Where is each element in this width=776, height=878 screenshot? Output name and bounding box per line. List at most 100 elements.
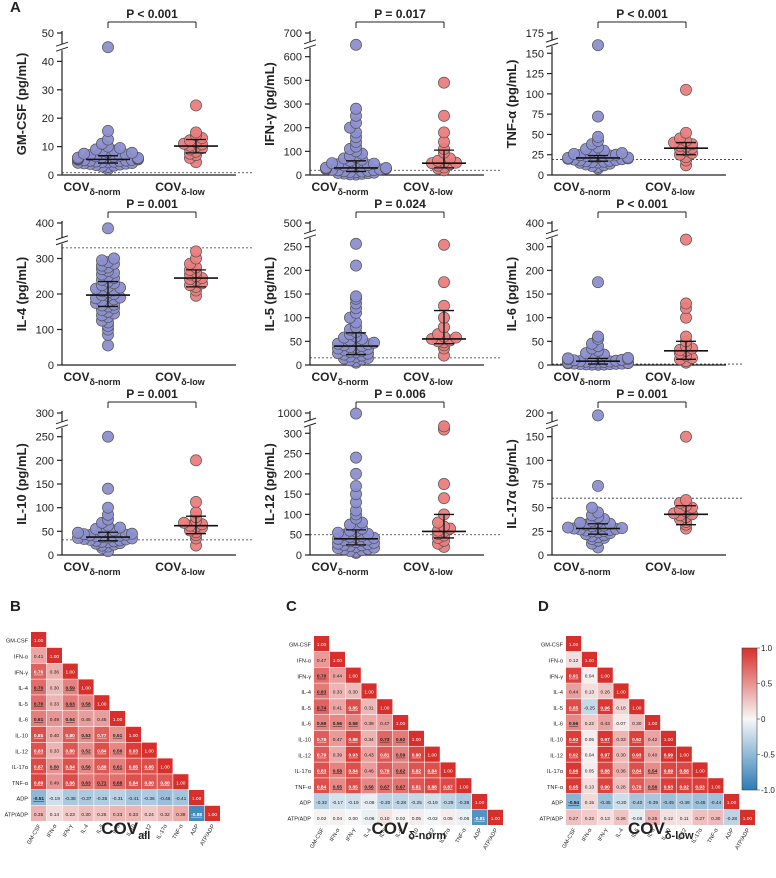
cell-value: 0.22 — [585, 816, 595, 822]
column-label: IFN-α — [329, 827, 342, 843]
cell-value: 0.67 — [396, 784, 406, 790]
y-tick-label: 150 — [284, 289, 302, 301]
axis-break-mark — [55, 41, 69, 47]
heatmap-cell — [314, 809, 330, 825]
cell-value: 0.79 — [380, 769, 390, 775]
data-point — [450, 331, 462, 344]
cell-value: -0.46 — [160, 796, 171, 802]
p-value-label: P = 0.017 — [374, 7, 426, 21]
group-name: COV — [155, 180, 181, 194]
cell-value: 1.00 — [680, 753, 690, 759]
x-tick-label: COVδ-low — [155, 370, 205, 387]
caption-subscript: all — [138, 830, 150, 842]
data-point — [680, 494, 692, 507]
cell-value: 0.28 — [616, 784, 626, 790]
heatmap-cell — [31, 742, 47, 758]
heatmap-cell — [189, 790, 205, 806]
cell-value: 1.00 — [349, 674, 359, 680]
cell-value: 0.56 — [569, 721, 579, 727]
heatmap-cell — [440, 778, 456, 794]
heatmap-cell — [424, 794, 440, 810]
heatmap-cell — [78, 774, 94, 790]
column-label: IFN-α — [581, 827, 594, 843]
heatmap-cell — [676, 794, 692, 810]
heatmap-cell — [566, 651, 582, 667]
y-tick-label: 30 — [42, 85, 54, 97]
heatmap-cell — [692, 778, 708, 794]
cell-value: 1.00 — [585, 658, 595, 664]
heatmap-cell — [141, 805, 157, 821]
cell-value: 0.55 — [333, 784, 343, 790]
data-point — [622, 351, 634, 364]
data-point — [190, 126, 202, 139]
cell-value: 0.76 — [34, 670, 44, 676]
column-label: IL-12 — [425, 828, 437, 842]
column-label: IL-4 — [363, 828, 373, 839]
heatmap-cell — [314, 699, 330, 715]
group-name: COV — [312, 560, 338, 574]
heatmap-cell — [629, 778, 645, 794]
cell-value: -0.06 — [458, 816, 469, 822]
data-point — [350, 290, 362, 303]
cell-value: -0.31 — [112, 796, 123, 802]
row-label: IFN-α — [549, 659, 564, 665]
cell-value: -0.41 — [128, 796, 139, 802]
heatmap-cell — [329, 794, 345, 810]
cell-value: 0.33 — [129, 812, 139, 818]
heatmap-cell — [440, 794, 456, 810]
heatmap-cell — [62, 679, 78, 695]
column-label: IL-10 — [126, 824, 138, 838]
heatmap-cell — [314, 778, 330, 794]
heatmap-cell — [566, 778, 582, 794]
colorbar-tick-label: -1.0 — [761, 786, 775, 795]
y-tick-label: 100 — [284, 509, 302, 521]
heatmap-cell — [676, 762, 692, 778]
heatmap-cell — [393, 730, 409, 746]
cell-value: 0.71 — [97, 780, 107, 786]
cell-value: -0.17 — [332, 800, 343, 806]
cell-value: 0.70 — [34, 686, 44, 692]
column-label: GM-CSF — [309, 827, 326, 850]
heatmap-cell — [597, 699, 613, 715]
heatmap-cell — [629, 730, 645, 746]
y-tick-label: 175 — [526, 28, 544, 40]
cell-value: 0.04 — [585, 674, 595, 680]
heatmap-cell — [597, 667, 613, 683]
axis-break-mark — [545, 424, 559, 430]
cell-value: 0.93 — [664, 784, 674, 790]
axis-break-mark — [303, 229, 317, 235]
heatmap-cell — [408, 809, 424, 825]
cell-value: 0.13 — [585, 690, 595, 696]
cell-value: 0.36 — [616, 769, 626, 775]
heatmap-cell — [581, 667, 597, 683]
cell-value: 0.26 — [97, 812, 107, 818]
cell-value: 0.87 — [443, 784, 453, 790]
y-tick-label: 0 — [296, 550, 302, 562]
cell-value: 0.54 — [66, 717, 76, 723]
row-label: ATP/ADP — [287, 817, 311, 823]
column-label: ADP — [725, 827, 736, 840]
cell-value: -0.45 — [663, 800, 674, 806]
row-label: GM-CSF — [6, 639, 29, 645]
heatmap-cell — [31, 647, 47, 663]
heatmap-cell — [408, 794, 424, 810]
column-label: IFN-γ — [597, 827, 609, 842]
cell-value: 0.56 — [113, 749, 123, 755]
axis-break-mark — [545, 419, 559, 425]
cell-value: 0.85 — [145, 765, 155, 771]
cell-value: 1.00 — [333, 658, 343, 664]
group-subscript: δ-norm — [580, 187, 611, 197]
heatmap-cell — [645, 809, 661, 825]
cell-value: -0.29 — [443, 800, 454, 806]
p-value-label: P < 0.001 — [126, 7, 178, 21]
cell-value: 1.00 — [727, 800, 737, 806]
cell-value: 0.43 — [601, 721, 611, 727]
data-point — [592, 39, 604, 52]
cell-value: 0.12 — [569, 658, 579, 664]
x-tick-label: COVδ-low — [645, 560, 695, 577]
cell-value: -0.30 — [379, 800, 390, 806]
cell-value: 0.26 — [601, 690, 611, 696]
x-tick-label: COVδ-norm — [554, 180, 611, 197]
cell-value: 0.83 — [34, 749, 44, 755]
